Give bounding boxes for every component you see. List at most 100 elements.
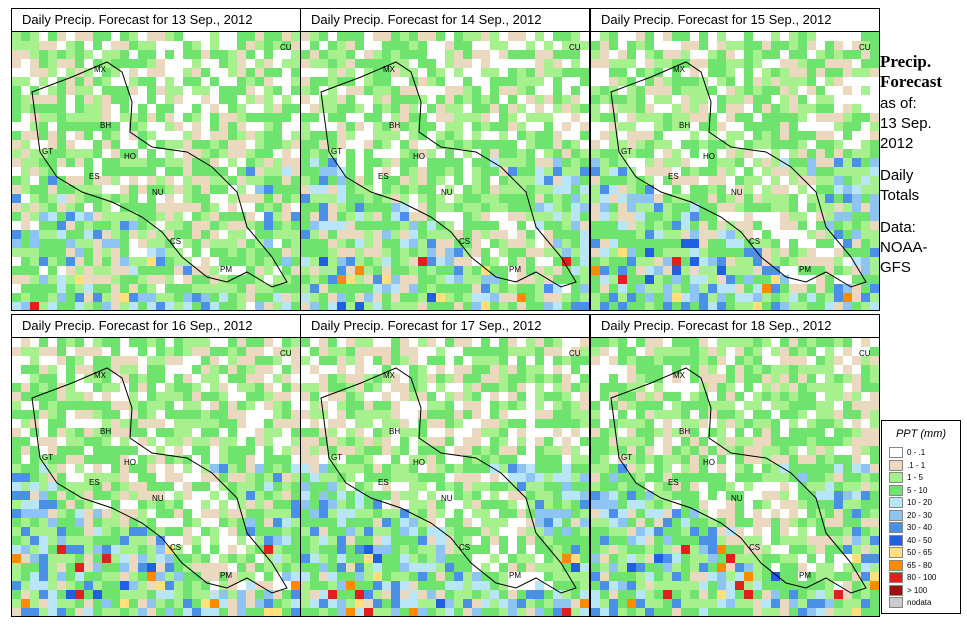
precip-cell (427, 248, 436, 257)
precip-cell (84, 455, 93, 464)
precip-cell (499, 230, 508, 239)
precip-cell (156, 599, 165, 608)
precip-cell (138, 392, 147, 401)
precip-cell (328, 590, 337, 599)
precip-cell (418, 86, 427, 95)
precip-cell (301, 257, 310, 266)
precip-cell (165, 437, 174, 446)
precip-cell (138, 563, 147, 572)
precip-cell (255, 302, 264, 310)
precip-cell (535, 203, 544, 212)
precip-cell (580, 203, 589, 212)
precip-cell (183, 419, 192, 428)
precip-cell (364, 59, 373, 68)
precip-cell (562, 131, 571, 140)
precip-cell (445, 113, 454, 122)
precip-cell (382, 248, 391, 257)
precip-cell (427, 167, 436, 176)
precip-cell (418, 365, 427, 374)
precip-cell (228, 230, 237, 239)
precip-cell (84, 212, 93, 221)
precip-cell (373, 158, 382, 167)
precip-cell (373, 113, 382, 122)
precip-cell (535, 284, 544, 293)
precip-cell (526, 338, 535, 347)
precip-cell (535, 113, 544, 122)
precip-cell (618, 239, 627, 248)
precip-cell (591, 221, 600, 230)
precip-cell (681, 32, 690, 41)
precip-cell (93, 275, 102, 284)
precip-cell (735, 266, 744, 275)
precip-cell (771, 41, 780, 50)
precip-cell (75, 230, 84, 239)
precip-cell (717, 95, 726, 104)
precip-cell (355, 104, 364, 113)
precip-cell (535, 374, 544, 383)
precip-cell (526, 518, 535, 527)
precip-cell (699, 284, 708, 293)
precip-cell (201, 338, 210, 347)
precip-cell (66, 167, 75, 176)
precip-cell (210, 167, 219, 176)
precip-cell (364, 95, 373, 104)
precip-cell (472, 536, 481, 545)
precip-cell (273, 338, 282, 347)
precip-cell (445, 167, 454, 176)
precip-cell (499, 185, 508, 194)
precip-cell (726, 248, 735, 257)
precip-cell (825, 32, 834, 41)
precip-cell (807, 41, 816, 50)
precip-cell (481, 239, 490, 248)
country-label: CS (749, 237, 760, 246)
precip-cell (93, 374, 102, 383)
precip-cell (210, 572, 219, 581)
precip-cell (535, 491, 544, 500)
precip-cell (111, 158, 120, 167)
precip-cell (699, 257, 708, 266)
precip-cell (192, 347, 201, 356)
precip-cell (282, 500, 291, 509)
precip-cell (618, 68, 627, 77)
precip-cell (228, 410, 237, 419)
precip-cell (400, 167, 409, 176)
precip-cell (301, 284, 310, 293)
precip-cell (120, 356, 129, 365)
precip-cell (562, 563, 571, 572)
precip-cell (436, 482, 445, 491)
precip-cell (544, 518, 553, 527)
precip-cell (436, 473, 445, 482)
precip-cell (156, 176, 165, 185)
precip-cell (355, 32, 364, 41)
precip-cell (672, 266, 681, 275)
precip-cell (600, 302, 609, 310)
precip-cell (517, 293, 526, 302)
precip-cell (645, 167, 654, 176)
precip-cell (798, 113, 807, 122)
precip-cell (580, 410, 589, 419)
precip-cell (562, 590, 571, 599)
precip-cell (445, 158, 454, 167)
precip-cell (138, 284, 147, 293)
precip-cell (517, 113, 526, 122)
precip-cell (481, 554, 490, 563)
precip-cell (165, 176, 174, 185)
precip-cell (843, 257, 852, 266)
precip-cell (301, 176, 310, 185)
precip-cell (75, 68, 84, 77)
precip-cell (472, 158, 481, 167)
precip-cell (319, 473, 328, 482)
precip-cell (744, 131, 753, 140)
precip-cell (219, 446, 228, 455)
precip-cell (57, 491, 66, 500)
precip-cell (400, 194, 409, 203)
precip-cell (93, 518, 102, 527)
precip-cell (627, 41, 636, 50)
precip-cell (346, 122, 355, 131)
precip-cell (391, 95, 400, 104)
precip-cell (264, 590, 273, 599)
precip-cell (843, 203, 852, 212)
precip-cell (445, 95, 454, 104)
precip-cell (75, 293, 84, 302)
precip-cell (21, 32, 30, 41)
